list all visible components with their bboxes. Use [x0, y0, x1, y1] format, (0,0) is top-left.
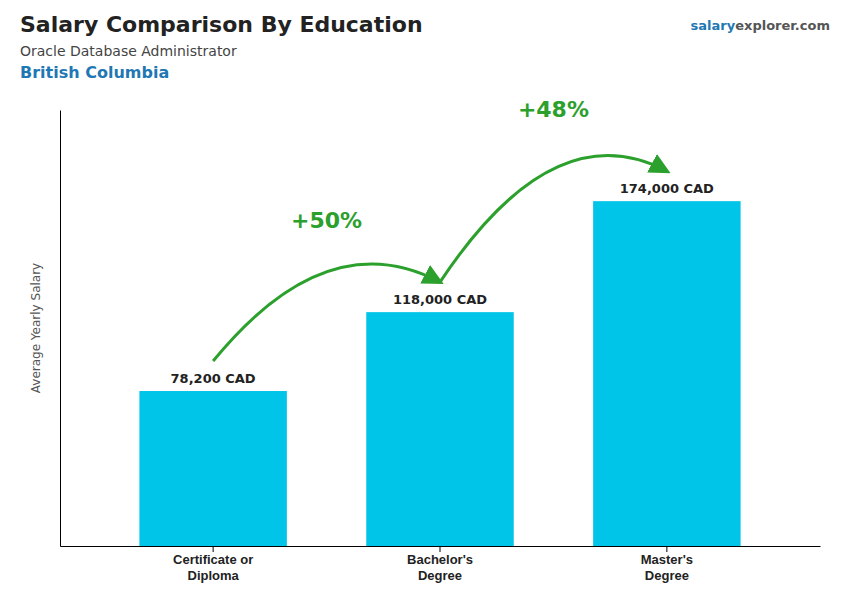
data-label: 78,200 CAD	[171, 371, 256, 386]
y-axis-title: Average Yearly Salary	[29, 263, 43, 393]
watermark-part: salary	[691, 18, 736, 33]
x-tick: Master'sDegree	[641, 546, 693, 583]
chart: Salary Comparison By Education Oracle Dat…	[0, 0, 850, 606]
bar	[366, 312, 513, 546]
x-tick-label-line: Degree	[645, 568, 689, 583]
x-tick-label-line: Certificate or	[173, 552, 253, 567]
data-label: 118,000 CAD	[393, 292, 487, 307]
x-tick-label: Master'sDegree	[641, 552, 693, 583]
x-tick-label-line: Diploma	[187, 568, 239, 583]
watermark: salaryexplorer.com	[691, 18, 830, 33]
change-arrow	[440, 156, 667, 283]
x-tick-label: Bachelor'sDegree	[407, 552, 473, 583]
x-tick-label-line: Master's	[641, 552, 693, 567]
x-tick-label: Certificate orDiploma	[173, 552, 253, 583]
bars	[139, 201, 740, 546]
change-arrow	[213, 264, 440, 361]
x-tick-label-line: Bachelor's	[407, 552, 473, 567]
bar	[139, 391, 286, 546]
x-tick: Bachelor'sDegree	[407, 546, 473, 583]
x-tick: Certificate orDiploma	[173, 546, 253, 583]
y-axis-line	[60, 111, 61, 547]
subtitle: Oracle Database Administrator	[20, 43, 237, 59]
data-label: 174,000 CAD	[620, 181, 714, 196]
plot: Certificate orDiplomaBachelor'sDegreeMas…	[61, 97, 821, 583]
x-tick-mark	[213, 546, 214, 552]
annotation: +48%	[518, 97, 589, 122]
subtitle: British Columbia	[20, 63, 169, 82]
x-tick-label-line: Degree	[418, 568, 462, 583]
bar	[593, 201, 740, 546]
x-tick-mark	[666, 546, 667, 552]
y-axis	[60, 111, 61, 547]
annotation: +50%	[291, 208, 362, 233]
title: Salary Comparison By Education	[20, 12, 423, 37]
x-tick-mark	[440, 546, 441, 552]
watermark-part: explorer.com	[735, 18, 830, 33]
x-axis: Certificate orDiplomaBachelor'sDegreeMas…	[61, 546, 821, 583]
